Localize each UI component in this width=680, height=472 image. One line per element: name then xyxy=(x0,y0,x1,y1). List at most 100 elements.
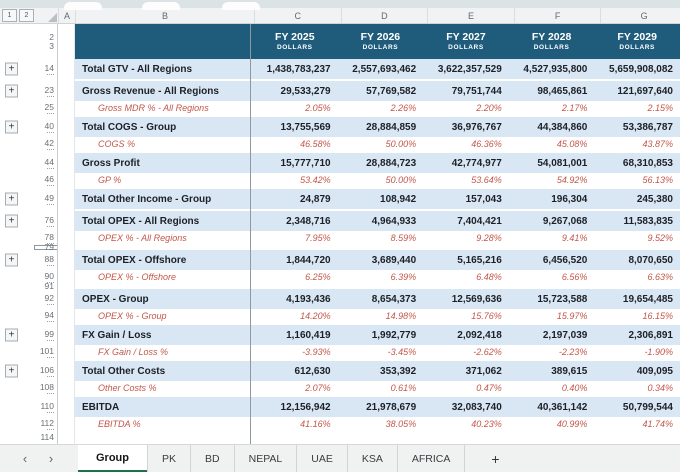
value-cell[interactable]: 21,978,679 xyxy=(337,397,424,417)
value-cell[interactable]: 612,630 xyxy=(252,361,338,381)
colA-cell[interactable] xyxy=(58,211,74,231)
value-cell[interactable]: 50.00% xyxy=(338,173,424,187)
value-cell[interactable]: 9,267,068 xyxy=(508,211,595,231)
row-label-cell[interactable]: Gross Profit xyxy=(74,153,252,173)
value-cell[interactable]: 15,777,710 xyxy=(252,153,338,173)
value-cell[interactable]: 9.52% xyxy=(594,231,680,245)
row-label-cell[interactable]: Total Other Income - Group xyxy=(74,189,252,209)
value-cell[interactable]: 57,769,582 xyxy=(337,81,424,101)
value-cell[interactable]: 7,404,421 xyxy=(423,211,509,231)
row-label-cell[interactable]: Total Other Costs xyxy=(74,361,252,381)
value-cell[interactable]: 53,386,787 xyxy=(594,117,680,137)
value-cell[interactable]: -3.93% xyxy=(252,345,338,359)
row-number-cell[interactable]: 90 xyxy=(34,270,58,284)
value-cell[interactable]: 157,043 xyxy=(423,189,509,209)
value-cell[interactable] xyxy=(594,431,680,443)
value-cell[interactable]: 54.92% xyxy=(509,173,595,187)
value-cell[interactable]: 196,304 xyxy=(508,189,595,209)
value-cell[interactable]: 389,615 xyxy=(508,361,595,381)
value-cell[interactable]: 43.87% xyxy=(594,137,680,151)
sheet-tab-pk[interactable]: PK xyxy=(147,445,192,472)
value-cell[interactable]: 2.15% xyxy=(594,101,680,115)
colA-cell[interactable] xyxy=(58,81,74,101)
header-label-cell[interactable] xyxy=(74,24,252,59)
value-cell[interactable] xyxy=(252,431,338,443)
colA-cell[interactable] xyxy=(58,270,74,284)
colA-cell[interactable] xyxy=(58,153,74,173)
value-cell[interactable]: 54,081,001 xyxy=(508,153,595,173)
sheet-tab-group[interactable]: Group xyxy=(78,445,147,472)
value-cell[interactable]: 45.08% xyxy=(509,137,595,151)
expand-group-button[interactable]: + xyxy=(5,364,18,378)
row-number-cell[interactable]: 42 xyxy=(34,137,58,151)
value-cell[interactable]: 28,884,723 xyxy=(337,153,424,173)
value-cell[interactable] xyxy=(338,431,424,443)
value-cell[interactable]: -3.45% xyxy=(338,345,424,359)
column-header-G[interactable]: G xyxy=(601,8,680,23)
row-number[interactable]: 94 xyxy=(44,309,54,320)
sheet-tab-nepal[interactable]: NEPAL xyxy=(235,445,298,472)
expand-group-button[interactable]: + xyxy=(5,120,18,134)
colA-cell[interactable] xyxy=(58,289,74,309)
row-label-cell[interactable]: EBITDA % xyxy=(74,417,252,431)
value-cell[interactable]: 1,438,783,237 xyxy=(252,59,338,79)
sheet-tab-uae[interactable]: UAE xyxy=(297,445,348,472)
colA-cell[interactable] xyxy=(58,101,74,115)
colA-cell[interactable] xyxy=(58,137,74,151)
colA-cell[interactable] xyxy=(58,24,74,59)
row-number-cell[interactable]: 92 xyxy=(34,289,58,309)
value-cell[interactable]: 2.07% xyxy=(252,381,338,395)
row-number[interactable]: 3 xyxy=(49,40,54,51)
value-cell[interactable]: 4,964,933 xyxy=(337,211,424,231)
row-number[interactable]: 106 xyxy=(39,364,54,375)
value-cell[interactable]: 2.05% xyxy=(252,101,338,115)
row-label-cell[interactable]: Total GTV - All Regions xyxy=(74,59,252,79)
value-cell[interactable]: 2,557,693,462 xyxy=(337,59,424,79)
column-header-A[interactable]: A xyxy=(59,8,76,23)
value-cell[interactable]: 2,197,039 xyxy=(508,325,595,345)
column-header-D[interactable]: D xyxy=(342,8,429,23)
row-number[interactable]: 92 xyxy=(44,292,54,303)
row-number[interactable]: 91 xyxy=(44,281,54,291)
value-cell[interactable]: 98,465,861 xyxy=(508,81,595,101)
row-number-cell[interactable]: 94 xyxy=(34,309,58,323)
column-header-C[interactable]: C xyxy=(255,8,342,23)
expand-group-button[interactable]: + xyxy=(5,328,18,342)
value-cell[interactable]: 14.98% xyxy=(338,309,424,323)
value-cell[interactable]: 11,583,835 xyxy=(594,211,680,231)
value-cell[interactable]: 12,156,942 xyxy=(252,397,338,417)
row-label-cell[interactable]: Gross Revenue - All Regions xyxy=(74,81,252,101)
row-number-cell[interactable]: 14 xyxy=(34,59,58,79)
row-number[interactable]: 76 xyxy=(44,214,54,225)
value-cell[interactable]: 14.20% xyxy=(252,309,338,323)
colA-cell[interactable] xyxy=(58,309,74,323)
row-number[interactable]: 112 xyxy=(40,417,54,428)
value-cell[interactable]: 2.20% xyxy=(423,101,509,115)
colA-cell[interactable] xyxy=(58,345,74,359)
row-label-cell[interactable]: FX Gain / Loss % xyxy=(74,345,252,359)
value-cell[interactable]: 41.16% xyxy=(252,417,338,431)
value-cell[interactable]: 32,083,740 xyxy=(423,397,509,417)
row-number-cell[interactable]: 110 xyxy=(34,397,58,417)
value-cell[interactable]: 9.41% xyxy=(509,231,595,245)
value-cell[interactable]: 0.47% xyxy=(423,381,509,395)
column-header-E[interactable]: E xyxy=(428,8,515,23)
year-header-cell[interactable]: FY 2029 DOLLARS xyxy=(594,24,680,59)
add-sheet-button[interactable]: + xyxy=(491,450,500,467)
select-all-icon[interactable] xyxy=(48,13,57,22)
value-cell[interactable]: 3,689,440 xyxy=(337,250,424,270)
row-number-cell[interactable]: 106 xyxy=(34,361,58,381)
row-number[interactable]: 101 xyxy=(39,345,54,356)
value-cell[interactable]: 0.40% xyxy=(509,381,595,395)
value-cell[interactable]: 19,654,485 xyxy=(594,289,680,309)
colA-cell[interactable] xyxy=(58,397,74,417)
row-number-cell[interactable]: 40 xyxy=(34,117,58,137)
value-cell[interactable]: 8,070,650 xyxy=(594,250,680,270)
colA-cell[interactable] xyxy=(58,117,74,137)
row-number-cell[interactable]: 91 xyxy=(34,281,58,291)
value-cell[interactable]: 15.97% xyxy=(509,309,595,323)
row-number-cell[interactable]: 76 xyxy=(34,211,58,231)
value-cell[interactable]: 6.39% xyxy=(338,270,424,284)
row-label-cell[interactable]: Other Costs % xyxy=(74,381,252,395)
